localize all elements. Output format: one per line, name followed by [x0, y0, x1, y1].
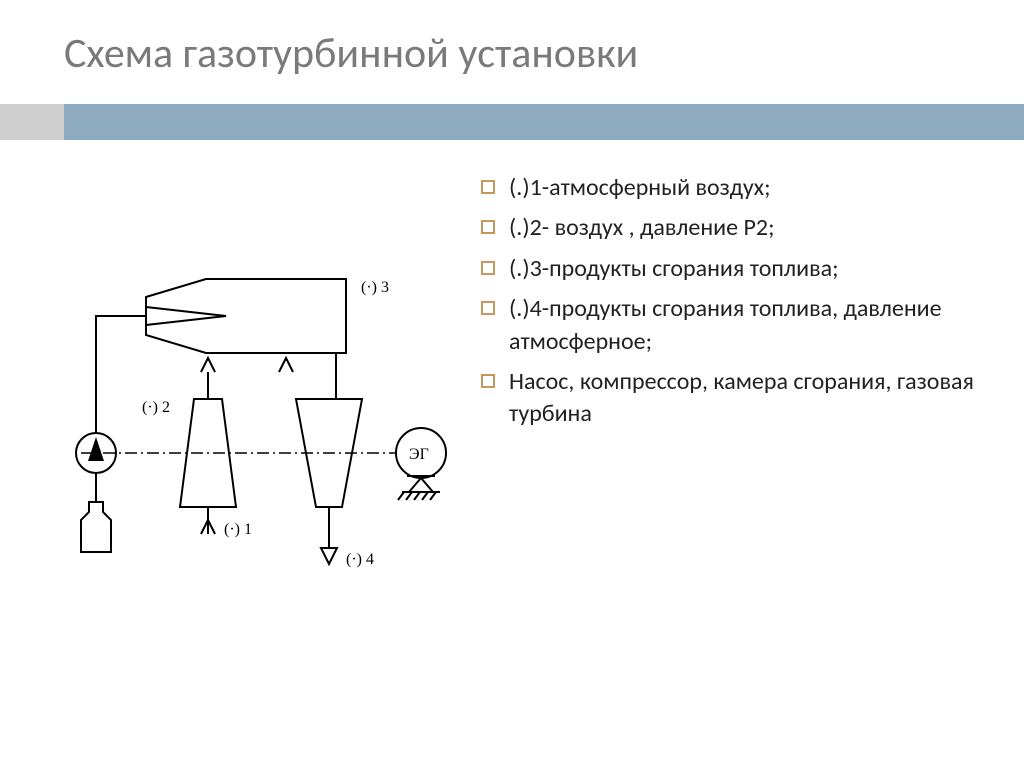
- label-p3: (·) 3: [361, 279, 389, 296]
- legend-column: (.)1-атмосферный воздух; (.)2- воздух , …: [471, 172, 1024, 767]
- bullet-icon: [481, 220, 495, 234]
- bullet-icon: [481, 180, 495, 194]
- legend-text: (.)3-продукты сгорания топлива;: [509, 253, 984, 285]
- legend-text: (.)1-атмосферный воздух;: [509, 172, 984, 204]
- legend-text: Насос, компрессор, камера сгорания, газо…: [509, 366, 984, 431]
- legend-item: (.)4-продукты сгорания топлива, давление…: [481, 293, 984, 358]
- legend-item: (.)2- воздух , давление Р2;: [481, 212, 984, 244]
- generator-label: ЭГ: [409, 446, 429, 463]
- label-p4: (·) 4: [346, 551, 374, 568]
- legend-text: (.)2- воздух , давление Р2;: [509, 212, 984, 244]
- pump-impeller-icon: [88, 437, 104, 461]
- bullet-icon: [481, 261, 495, 275]
- header-bar-blue: [64, 104, 1024, 140]
- content-row: (·) 3: [0, 172, 1024, 767]
- label-p1: (·) 1: [224, 521, 252, 538]
- page-title: Схема газотурбинной установки: [64, 28, 638, 79]
- label-p2: (·) 2: [142, 399, 170, 416]
- legend-text: (.)4-продукты сгорания топлива, давление…: [509, 293, 984, 358]
- diagram-column: (·) 3: [0, 172, 471, 767]
- legend-item: (.)3-продукты сгорания топлива;: [481, 253, 984, 285]
- bullet-icon: [481, 374, 495, 388]
- legend-item: (.)1-атмосферный воздух;: [481, 172, 984, 204]
- header-bar-grey: [0, 104, 64, 140]
- legend-item: Насос, компрессор, камера сгорания, газо…: [481, 366, 984, 431]
- bullet-icon: [481, 301, 495, 315]
- gas-turbine-schematic: (·) 3: [26, 252, 446, 612]
